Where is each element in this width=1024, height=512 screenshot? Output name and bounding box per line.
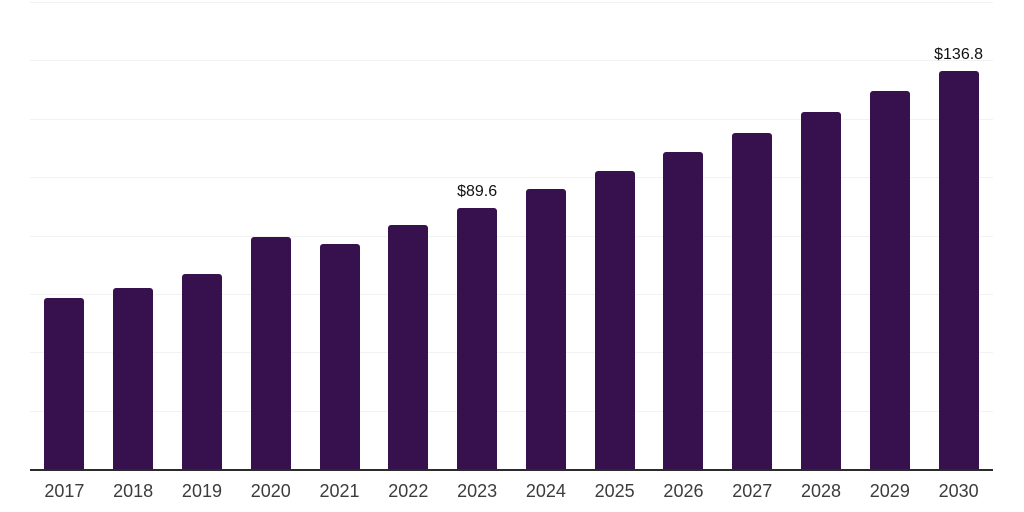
x-tick-label-2017: 2017 — [44, 481, 85, 501]
x-tick-label-2023: 2023 — [457, 481, 498, 501]
gridline — [30, 235, 993, 237]
gridline — [30, 410, 993, 412]
bar-value-label-2023: $89.6 — [457, 183, 498, 201]
x-tick-label-2022: 2022 — [388, 481, 429, 501]
x-tick-label-2025: 2025 — [594, 481, 635, 501]
bar-2025 — [594, 170, 635, 470]
bar-2024 — [525, 189, 566, 470]
x-tick-label-2018: 2018 — [113, 481, 154, 501]
plot-area: $89.6 $136.8 — [30, 2, 993, 470]
bar-2022 — [388, 224, 429, 470]
x-tick-label-2026: 2026 — [663, 481, 704, 501]
gridline — [30, 177, 993, 179]
bar-2027 — [732, 133, 773, 470]
x-tick-label-2021: 2021 — [319, 481, 360, 501]
x-tick-label-2024: 2024 — [525, 481, 566, 501]
x-tick-label-2027: 2027 — [732, 481, 773, 501]
bar-2023 — [457, 208, 498, 470]
bar-2018 — [113, 287, 154, 470]
gridline — [30, 118, 993, 120]
gridline — [30, 2, 993, 3]
x-tick-label-2019: 2019 — [181, 481, 222, 501]
gridline — [30, 293, 993, 295]
bar-2030 — [938, 70, 979, 470]
x-axis-line — [30, 469, 993, 471]
x-tick-label-2028: 2028 — [801, 481, 842, 501]
bar-2017 — [44, 297, 85, 470]
bar-2021 — [319, 243, 360, 470]
bar-value-label-2030: $136.8 — [934, 45, 984, 63]
bar-2019 — [181, 273, 222, 470]
x-tick-label-2020: 2020 — [250, 481, 291, 501]
bar-2026 — [663, 151, 704, 470]
gridline — [30, 352, 993, 354]
gridline — [30, 60, 993, 62]
x-tick-label-2029: 2029 — [869, 481, 910, 501]
bar-2020 — [250, 237, 291, 470]
bar-2029 — [869, 90, 910, 470]
bar-2028 — [801, 112, 842, 470]
x-tick-label-2030: 2030 — [938, 481, 979, 501]
